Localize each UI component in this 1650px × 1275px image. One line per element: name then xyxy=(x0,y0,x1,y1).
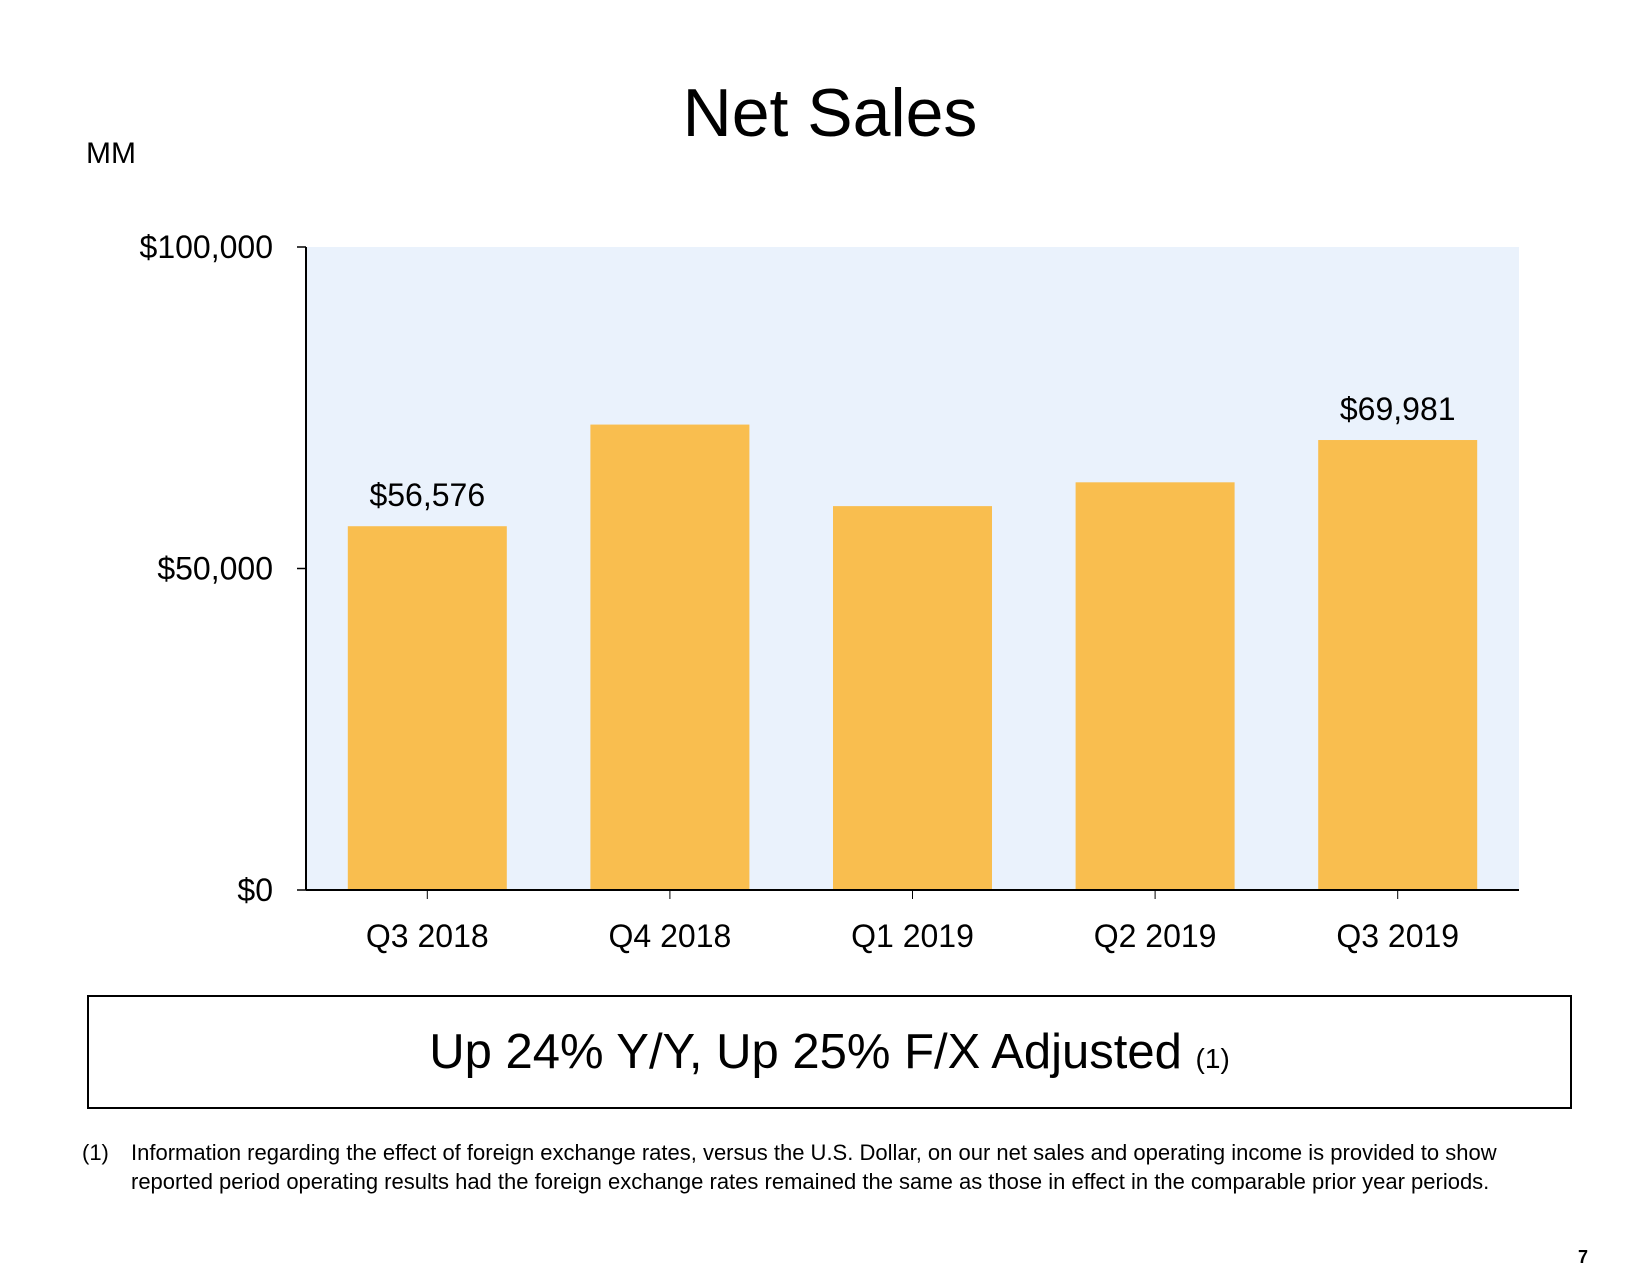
bar-q1-2019 xyxy=(833,506,992,890)
x-tick-label: Q3 2019 xyxy=(1336,918,1459,954)
chart-title: Net Sales xyxy=(682,75,978,151)
callout-text: Up 24% Y/Y, Up 25% F/X Adjusted xyxy=(429,1025,1182,1079)
footnote-line-1: Information regarding the effect of fore… xyxy=(131,1140,1497,1165)
callout-note-ref: (1) xyxy=(1195,1043,1230,1074)
bar-q3-2019 xyxy=(1318,440,1478,890)
bar-q4-2018 xyxy=(590,424,750,890)
x-tick-label: Q1 2019 xyxy=(851,918,974,954)
bar-q2-2019 xyxy=(1075,482,1235,890)
data-label: $69,981 xyxy=(1340,391,1456,427)
y-tick-label: $50,000 xyxy=(157,551,273,587)
y-tick-label: $0 xyxy=(237,872,273,908)
x-tick-label: Q2 2019 xyxy=(1094,918,1217,954)
x-tick-label: Q4 2018 xyxy=(609,918,732,954)
unit-label: MM xyxy=(86,137,136,170)
footnote-line-2: reported period operating results had th… xyxy=(131,1169,1490,1194)
data-label: $56,576 xyxy=(369,477,485,513)
bar-chart: Q3 2018 $56,576 Q4 2018 Q1 2019 Q2 2019 Q3 20… xyxy=(140,229,1519,954)
bar-q3-2018 xyxy=(347,526,507,890)
page-number: 7 xyxy=(1578,1247,1589,1267)
x-tick-label: Q3 2018 xyxy=(366,918,489,954)
callout-box: Up 24% Y/Y, Up 25% F/X Adjusted (1) xyxy=(87,995,1572,1109)
footnote-marker: (1) xyxy=(82,1140,109,1165)
y-tick-label: $100,000 xyxy=(140,229,273,265)
